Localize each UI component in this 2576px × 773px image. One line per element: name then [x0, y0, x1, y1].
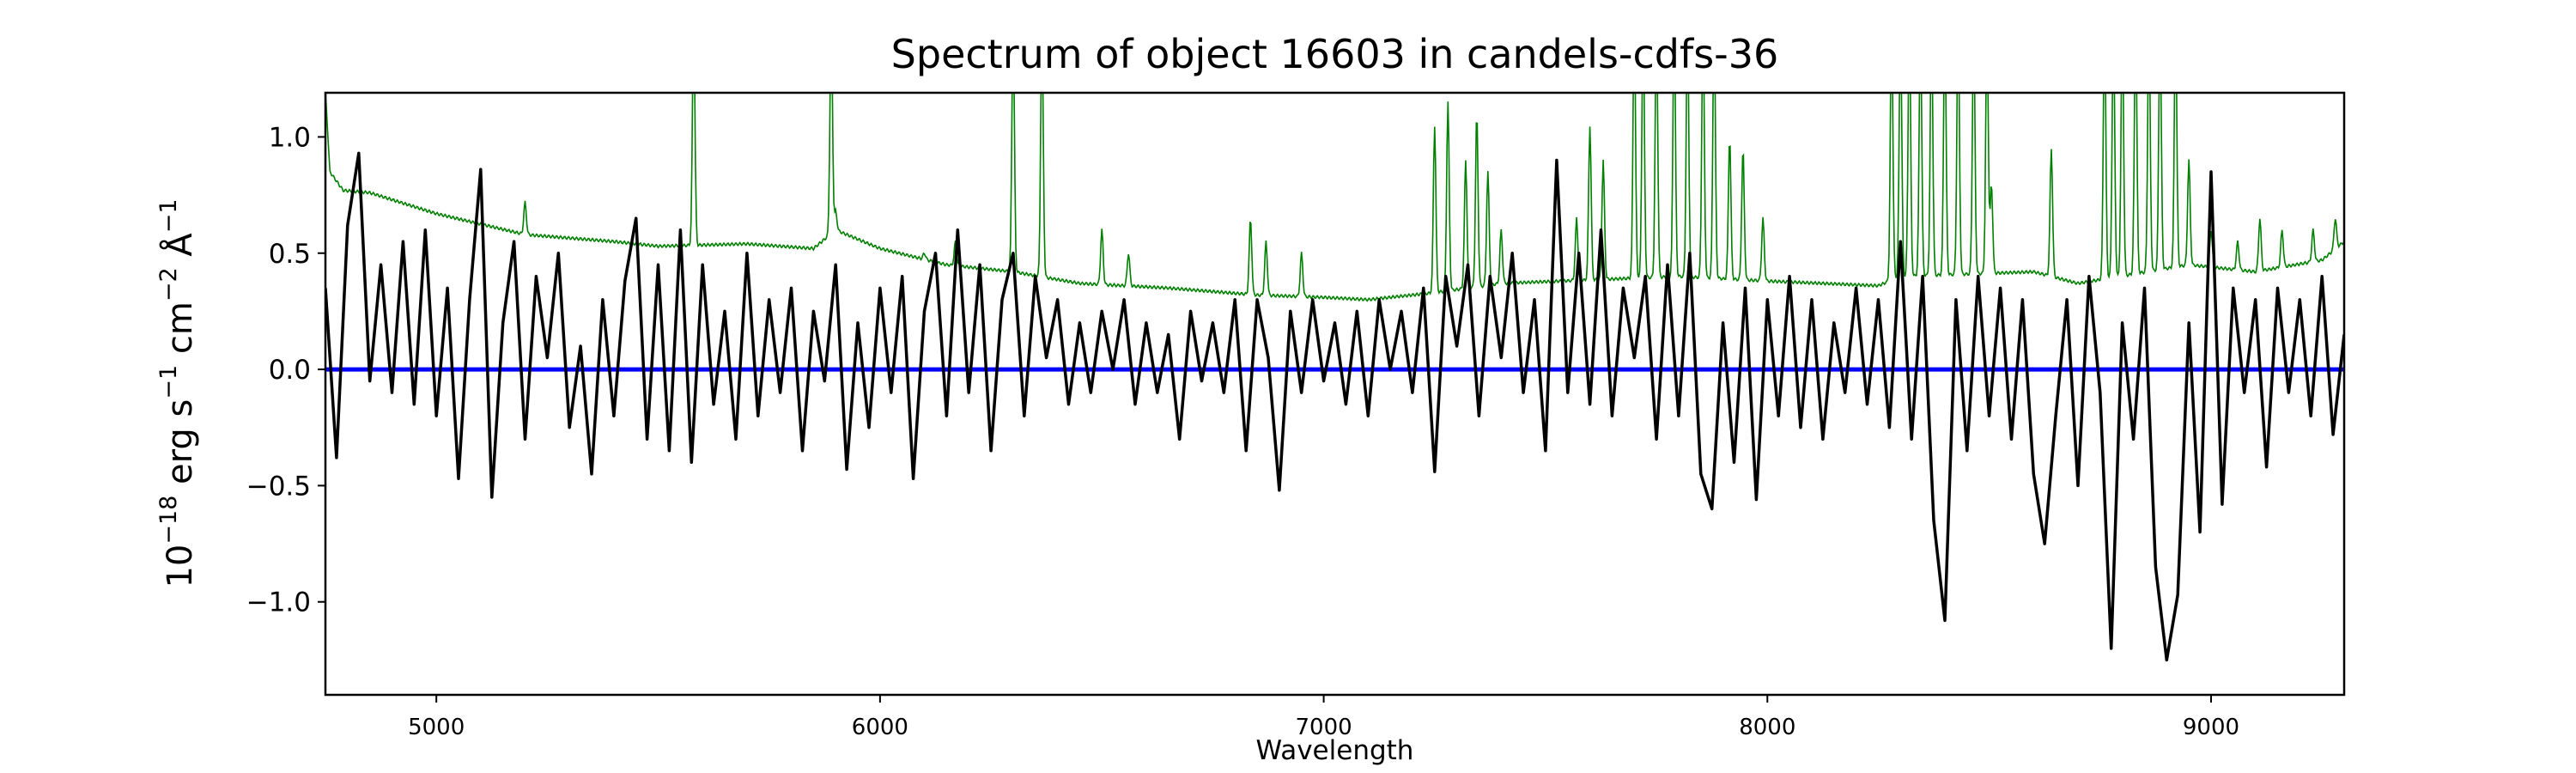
y-tick-label: 0.0	[269, 355, 311, 386]
flux-series-line	[325, 151, 2344, 662]
axes-frame	[324, 91, 2346, 697]
x-tick-label: 6000	[852, 715, 908, 740]
x-tick-label: 5000	[408, 715, 465, 740]
y-tick-label: −0.5	[246, 471, 311, 502]
y-tick-label: 0.5	[269, 239, 311, 270]
sky-series-line	[325, 93, 2344, 302]
y-tick-label: −1.0	[246, 587, 311, 618]
x-tick-label: 8000	[1739, 715, 1795, 740]
x-axis-label: Wavelength	[1255, 735, 1414, 766]
x-tick-label: 9000	[2183, 715, 2239, 740]
plot-area	[325, 93, 2344, 662]
y-tick-label: 1.0	[269, 122, 311, 153]
x-tick-label: 7000	[1295, 715, 1352, 740]
chart-title: Spectrum of object 16603 in candels-cdfs…	[890, 31, 1779, 77]
axes: 5000 6000 7000 8000 9000 −1.0 −0.5 0.0 0.5 1.0	[246, 91, 2346, 740]
